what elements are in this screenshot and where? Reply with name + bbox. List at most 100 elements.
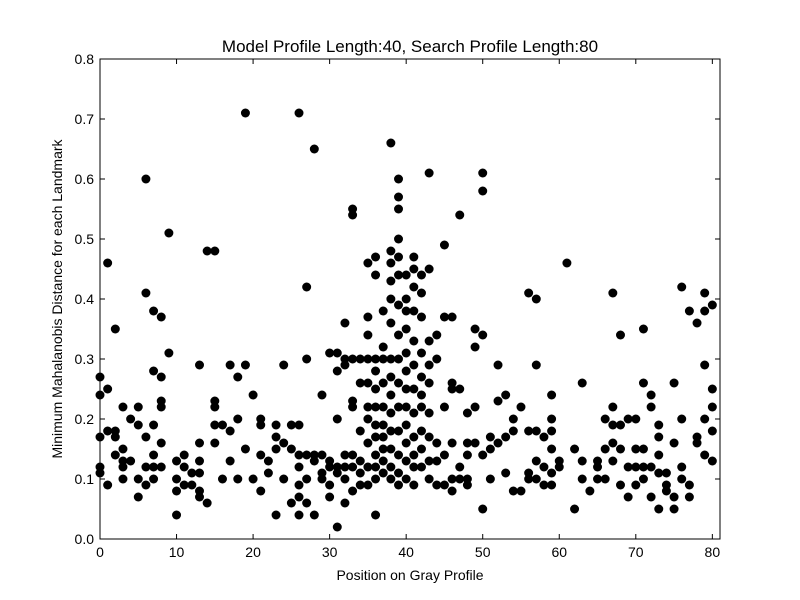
data-point	[409, 282, 419, 292]
data-point	[363, 438, 373, 448]
data-point	[547, 480, 557, 490]
data-point	[684, 492, 694, 502]
data-point	[608, 288, 618, 298]
y-tick-label: 0.2	[75, 411, 95, 427]
data-point	[570, 444, 580, 454]
data-point	[524, 426, 534, 436]
data-point	[439, 312, 449, 322]
x-tick-label: 70	[628, 544, 644, 560]
data-point	[355, 480, 365, 490]
data-point	[677, 474, 687, 484]
x-axis-label: Position on Gray Profile	[336, 567, 483, 583]
data-point	[608, 456, 618, 466]
data-point	[638, 324, 648, 334]
data-point	[317, 450, 327, 460]
data-point	[661, 468, 671, 478]
data-point	[394, 330, 404, 340]
data-point	[248, 390, 258, 400]
data-point	[707, 384, 717, 394]
data-point	[531, 474, 541, 484]
data-point	[462, 450, 472, 460]
data-point	[700, 450, 710, 460]
data-point	[386, 354, 396, 364]
data-point	[623, 492, 633, 502]
data-point	[455, 474, 465, 484]
data-point	[355, 456, 365, 466]
data-point	[325, 462, 335, 472]
data-point	[416, 270, 426, 280]
data-point	[539, 462, 549, 472]
data-point	[325, 492, 335, 502]
data-points	[95, 108, 717, 532]
data-point	[531, 294, 541, 304]
data-point	[485, 474, 495, 484]
data-point	[386, 426, 396, 436]
y-tick-label: 0.1	[75, 471, 95, 487]
data-point	[416, 462, 426, 472]
y-tick-label: 0.3	[75, 351, 95, 367]
data-point	[332, 414, 342, 424]
plot-area-frame	[99, 58, 721, 540]
data-point	[156, 402, 166, 412]
data-point	[271, 420, 281, 430]
data-point	[501, 432, 511, 442]
data-point	[416, 402, 426, 412]
data-point	[401, 348, 411, 358]
data-point	[302, 474, 312, 484]
data-point	[409, 360, 419, 370]
data-point	[110, 432, 120, 442]
data-point	[103, 384, 113, 394]
data-point	[654, 504, 664, 514]
data-point	[401, 474, 411, 484]
data-point	[439, 240, 449, 250]
data-point	[141, 288, 151, 298]
data-point	[355, 354, 365, 364]
data-point	[271, 432, 281, 442]
data-point	[340, 498, 350, 508]
data-point	[615, 420, 625, 430]
data-point	[409, 480, 419, 490]
data-point	[378, 420, 388, 430]
data-point	[654, 468, 664, 478]
data-point	[371, 252, 381, 262]
data-point	[516, 486, 526, 496]
data-point	[386, 474, 396, 484]
data-point	[462, 438, 472, 448]
data-point	[118, 474, 128, 484]
data-point	[332, 366, 342, 376]
data-point	[424, 336, 434, 346]
data-point	[539, 432, 549, 442]
data-point	[363, 462, 373, 472]
data-point	[317, 474, 327, 484]
data-point	[386, 246, 396, 256]
data-point	[394, 234, 404, 244]
data-point	[531, 456, 541, 466]
data-point	[348, 402, 358, 412]
data-point	[394, 204, 404, 214]
data-point	[531, 360, 541, 370]
data-point	[325, 348, 335, 358]
data-point	[547, 468, 557, 478]
data-point	[309, 144, 319, 154]
data-point	[179, 450, 189, 460]
data-point	[478, 186, 488, 196]
data-point	[531, 426, 541, 436]
data-point	[593, 462, 603, 472]
data-point	[409, 336, 419, 346]
data-point	[631, 414, 641, 424]
data-point	[524, 288, 534, 298]
data-point	[646, 390, 656, 400]
data-point	[371, 432, 381, 442]
data-point	[233, 414, 243, 424]
data-point	[424, 168, 434, 178]
data-point	[371, 384, 381, 394]
data-point	[141, 432, 151, 442]
data-point	[462, 408, 472, 418]
data-point	[394, 270, 404, 280]
data-point	[424, 264, 434, 274]
data-point	[371, 366, 381, 376]
data-point	[409, 432, 419, 442]
data-point	[156, 462, 166, 472]
data-point	[340, 360, 350, 370]
data-point	[677, 282, 687, 292]
